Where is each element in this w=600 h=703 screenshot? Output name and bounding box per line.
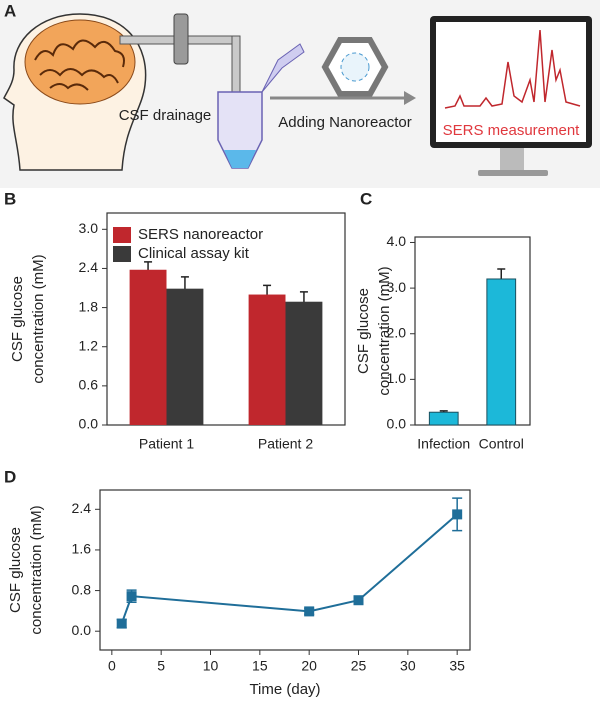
- bar: [248, 294, 286, 425]
- marker: [116, 618, 127, 629]
- y-tick-label: 0.0: [387, 416, 407, 432]
- plot-frame: [414, 236, 531, 426]
- y-axis-label: concentration (mM): [30, 254, 47, 383]
- y-axis-label: CSF glucose: [355, 288, 372, 374]
- y-tick-label: 1.8: [79, 298, 99, 314]
- x-tick-label: Control: [479, 436, 524, 452]
- y-tick-label: 0.8: [72, 581, 92, 597]
- sample-liquid: [224, 150, 256, 168]
- panel-label: B: [4, 189, 16, 208]
- y-axis-label: concentration (mM): [376, 266, 393, 395]
- y-axis-label: concentration (mM): [28, 505, 45, 634]
- annotation: Adding Nanoreactor: [278, 114, 411, 131]
- y-tick-label: 3.0: [387, 279, 407, 295]
- bar: [428, 411, 459, 426]
- y-tick-label: 1.6: [72, 541, 92, 557]
- spectrum: [444, 29, 581, 109]
- bar: [285, 301, 323, 425]
- x-tick-label: 35: [449, 658, 465, 674]
- arrow-head: [404, 91, 416, 105]
- bar: [486, 278, 517, 426]
- panel-label: C: [360, 189, 372, 208]
- monitor-base: [478, 170, 548, 176]
- y-tick-label: 2.0: [387, 324, 407, 340]
- x-tick-label: 30: [400, 658, 416, 674]
- marker: [126, 591, 137, 602]
- y-tick-label: 0.6: [79, 377, 99, 393]
- y-tick-label: 0.0: [79, 416, 99, 432]
- y-tick-label: 1.2: [79, 337, 99, 353]
- tube-cap: [261, 43, 305, 93]
- drain-tube-down: [231, 35, 241, 93]
- x-tick-label: Infection: [417, 436, 470, 452]
- y-tick-label: 2.4: [79, 259, 99, 275]
- bar: [166, 288, 204, 425]
- plot-frame: [99, 489, 471, 651]
- legend-swatch: [113, 227, 131, 243]
- y-tick-label: 4.0: [387, 233, 407, 249]
- marker: [452, 509, 463, 520]
- x-axis-label: Time (day): [249, 681, 320, 698]
- x-tick-label: 25: [351, 658, 367, 674]
- y-tick-label: 0.0: [72, 622, 92, 638]
- x-tick-label: 5: [157, 658, 165, 674]
- brain: [24, 19, 136, 105]
- legend-label: SERS nanoreactor: [138, 226, 263, 243]
- panel-label: D: [4, 467, 16, 486]
- x-tick-label: 20: [301, 658, 317, 674]
- annotation: CSF drainage: [119, 107, 212, 124]
- brain-folds: [34, 39, 125, 91]
- monitor-neck: [500, 148, 524, 170]
- panel-a-illustration: [0, 0, 600, 188]
- plot-frame: [106, 212, 346, 426]
- x-tick-label: 0: [108, 658, 116, 674]
- nanoreactor-core: [340, 52, 370, 82]
- x-tick-label: Patient 2: [258, 436, 313, 452]
- valve: [173, 13, 189, 65]
- y-tick-label: 3.0: [79, 220, 99, 236]
- x-tick-label: 10: [203, 658, 219, 674]
- series-line: [120, 513, 458, 624]
- marker: [353, 595, 364, 606]
- x-tick-label: 15: [252, 658, 268, 674]
- y-tick-label: 1.0: [387, 370, 407, 386]
- y-axis-label: CSF glucose: [7, 527, 24, 613]
- annotation: SERS measurement: [443, 122, 581, 139]
- panel-label: A: [4, 1, 16, 20]
- legend-swatch: [113, 246, 131, 262]
- y-tick-label: 2.4: [72, 500, 92, 516]
- legend-label: Clinical assay kit: [138, 245, 250, 262]
- y-axis-label: CSF glucose: [9, 276, 26, 362]
- x-tick-label: Patient 1: [139, 436, 194, 452]
- marker: [304, 606, 315, 617]
- bar: [129, 269, 167, 425]
